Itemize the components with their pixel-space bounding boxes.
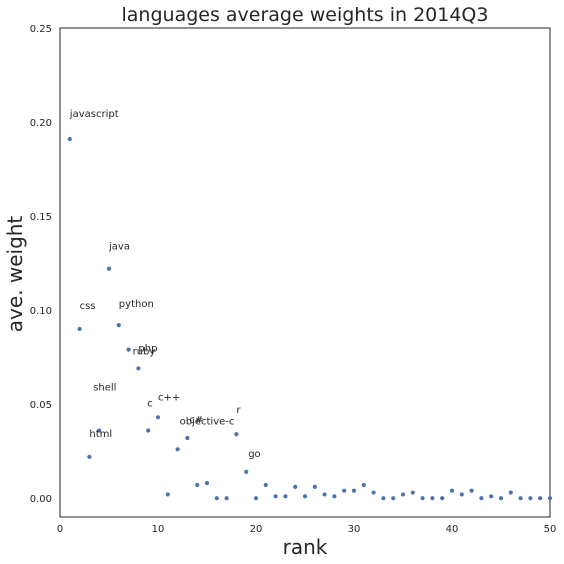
data-point — [185, 435, 190, 441]
y-axis-ticks: 0.00 0.05 0.10 0.15 0.20 0.25 — [30, 24, 52, 505]
data-point — [430, 496, 435, 501]
data-point — [155, 415, 161, 420]
data-point — [410, 490, 415, 495]
data-point — [518, 496, 523, 501]
y-tick-label: 0.25 — [30, 24, 52, 35]
plot-frame — [59, 27, 551, 518]
data-point — [273, 494, 278, 499]
point-label: java — [108, 242, 130, 253]
data-point — [322, 492, 327, 497]
data-point — [116, 323, 121, 328]
data-point — [224, 496, 229, 501]
y-tick-label: 0.20 — [30, 118, 52, 129]
data-point — [528, 496, 533, 501]
y-tick-label: 0.15 — [30, 212, 52, 223]
x-tick-label: 0 — [57, 524, 63, 535]
chart-title: languages average weights in 2014Q3 — [122, 4, 489, 26]
data-point — [449, 488, 455, 493]
x-tick-label: 10 — [152, 524, 165, 535]
data-point — [371, 490, 376, 495]
data-point — [312, 484, 317, 490]
data-point — [165, 492, 170, 497]
point-label: javascript — [69, 109, 119, 120]
point-label: c — [147, 398, 153, 409]
data-point — [204, 481, 210, 486]
data-point — [391, 496, 396, 501]
y-tick-label: 0.10 — [30, 306, 52, 317]
point-label: objective-c — [180, 416, 235, 427]
data-point — [175, 447, 180, 452]
data-point — [498, 496, 504, 501]
data-point — [332, 494, 337, 499]
data-point — [253, 496, 259, 501]
data-point — [547, 496, 553, 501]
data-point — [459, 492, 464, 497]
point-label: r — [236, 405, 241, 416]
data-points — [67, 136, 553, 501]
x-axis-label: rank — [283, 535, 328, 559]
data-point — [479, 496, 484, 501]
data-point — [283, 494, 288, 499]
data-point — [361, 482, 366, 488]
data-point — [234, 432, 239, 437]
point-label: c++ — [158, 392, 180, 403]
data-point — [244, 469, 249, 474]
data-point — [67, 136, 72, 142]
y-axis-label: ave. weight — [3, 216, 27, 333]
data-point — [146, 428, 151, 433]
data-point — [97, 428, 102, 433]
point-label: css — [80, 301, 96, 312]
data-point — [538, 496, 543, 501]
x-tick-label: 40 — [446, 524, 459, 535]
data-point — [489, 494, 494, 499]
point-label: shell — [93, 382, 116, 393]
data-point — [195, 482, 200, 488]
point-label: html — [89, 429, 112, 440]
data-point — [508, 490, 513, 495]
data-point — [77, 326, 82, 332]
data-point — [214, 496, 219, 501]
data-point — [351, 488, 357, 493]
y-tick-label: 0.00 — [30, 494, 52, 505]
data-point — [420, 496, 425, 501]
x-tick-label: 20 — [250, 524, 263, 535]
data-point — [126, 347, 131, 352]
data-point — [87, 454, 92, 459]
x-axis-ticks: 0 10 20 30 40 50 — [57, 524, 557, 535]
point-label: go — [248, 449, 260, 460]
point-label: ruby — [133, 347, 156, 358]
point-label: python — [119, 299, 154, 310]
data-point — [302, 494, 308, 499]
data-point — [381, 496, 386, 501]
data-point — [293, 484, 298, 490]
y-tick-label: 0.05 — [30, 400, 52, 411]
data-point — [342, 488, 347, 493]
point-label: php — [138, 343, 157, 354]
data-point — [440, 496, 445, 501]
data-point — [263, 482, 268, 488]
data-point — [400, 492, 406, 497]
x-tick-label: 50 — [544, 524, 557, 535]
data-point — [106, 266, 112, 271]
point-label: c# — [189, 415, 203, 426]
x-tick-label: 30 — [348, 524, 361, 535]
data-point — [136, 366, 141, 371]
data-point — [469, 488, 474, 493]
